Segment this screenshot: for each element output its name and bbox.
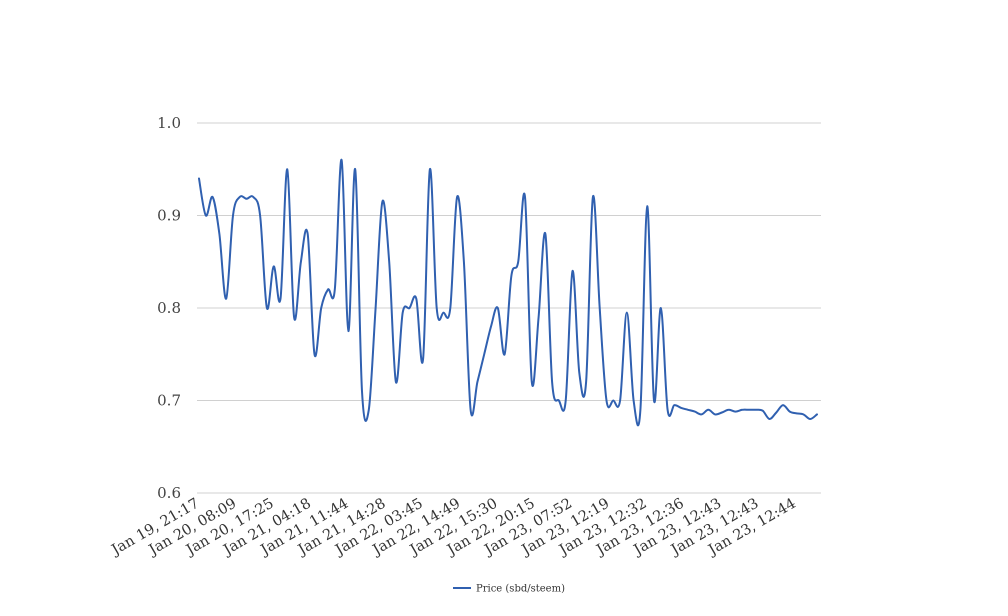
y-axis-tick-labels: 0.6 0.7 0.8 0.9 1.0 [157,114,181,502]
series-line-price [198,158,818,427]
legend-label: Price (sbd/steem) [476,584,565,595]
y-tick-label: 0.9 [157,207,181,225]
y-tick-label: 1.0 [157,114,181,132]
y-tick-label: 0.7 [157,392,181,410]
legend[interactable]: Price (sbd/steem) [453,584,565,595]
y-tick-label: 0.6 [157,484,181,502]
series-layer [198,158,818,427]
y-tick-label: 0.8 [157,299,181,317]
